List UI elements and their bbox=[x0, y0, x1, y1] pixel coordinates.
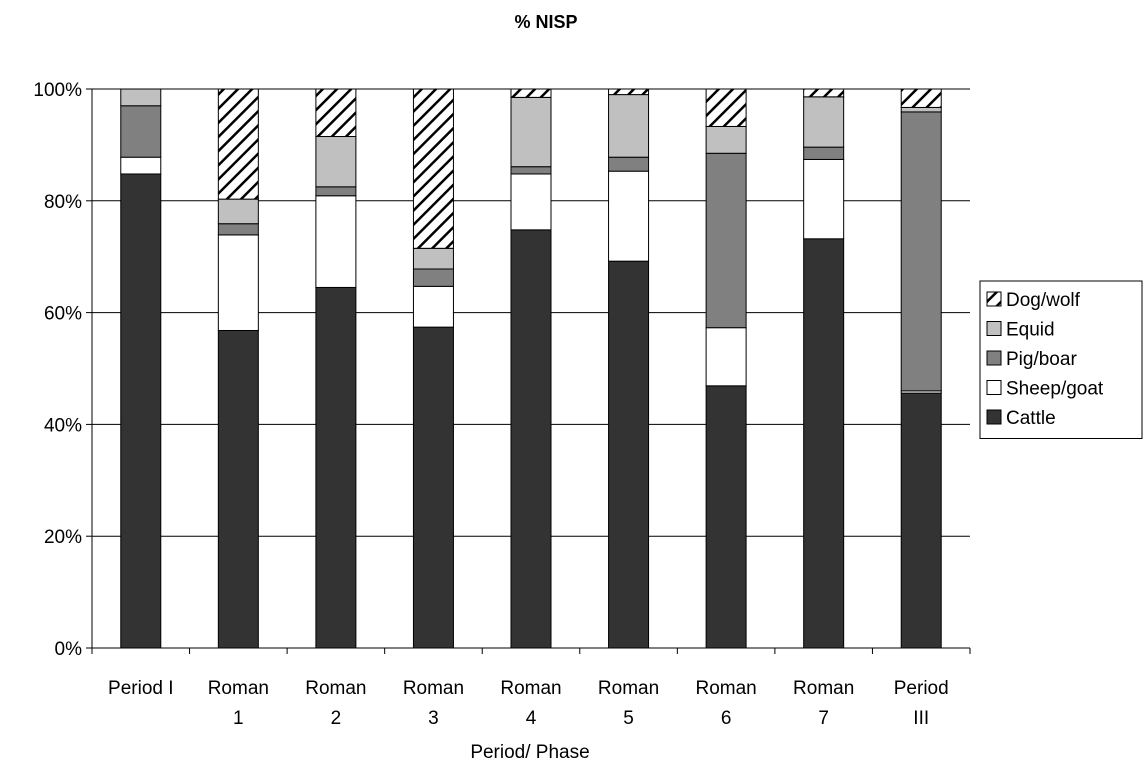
x-tick-label: 5 bbox=[623, 708, 634, 729]
bar-segment-cattle bbox=[510, 229, 552, 649]
bar-segment-cattle bbox=[900, 392, 942, 649]
bar-segment-dog-wolf bbox=[803, 88, 845, 98]
bar-segment-sheep-goat bbox=[315, 195, 357, 288]
axes bbox=[86, 88, 971, 654]
bar-segment-pig-boar bbox=[705, 152, 747, 329]
bar-segment-equid bbox=[120, 88, 162, 107]
bar-segment-dog-wolf bbox=[608, 88, 650, 96]
legend-box bbox=[979, 280, 1143, 439]
x-tick-label: Roman bbox=[598, 678, 659, 699]
legend-label: Dog/wolf bbox=[1006, 290, 1081, 311]
bar-segment-equid bbox=[315, 136, 357, 188]
bar-segment-equid bbox=[217, 198, 259, 225]
x-tick-label: 6 bbox=[721, 708, 732, 729]
legend-label: Sheep/goat bbox=[1006, 379, 1104, 400]
x-tick-label: Roman bbox=[695, 678, 756, 699]
bar-segment-dog-wolf bbox=[510, 88, 552, 98]
y-tick-label: 40% bbox=[44, 415, 82, 436]
y-tick-label: 80% bbox=[44, 192, 82, 213]
x-tick-label: 1 bbox=[233, 708, 244, 729]
bar-segment-cattle bbox=[803, 238, 845, 649]
bar-segment-sheep-goat bbox=[608, 170, 650, 262]
bar-segment-cattle bbox=[608, 260, 650, 649]
bar-segment-dog-wolf bbox=[315, 88, 357, 138]
x-tick-label: Roman bbox=[305, 678, 366, 699]
y-tick-labels: 0% 20% 40% 60% 80% 100% bbox=[33, 80, 82, 660]
bar-segment-dog-wolf bbox=[412, 88, 454, 249]
x-tick-label: III bbox=[913, 708, 929, 729]
legend-swatch bbox=[986, 291, 1002, 307]
bar-segment-cattle bbox=[315, 286, 357, 649]
bar-segment-equid bbox=[608, 94, 650, 158]
x-tick-label: 7 bbox=[818, 708, 829, 729]
x-tick-label: Roman bbox=[500, 678, 561, 699]
legend: Dog/wolf Equid Pig/boar Sheep/goat Cattle bbox=[979, 280, 1143, 439]
bar-segment-dog-wolf bbox=[705, 88, 747, 127]
y-tick-label: 60% bbox=[44, 304, 82, 325]
legend-swatch bbox=[986, 409, 1002, 425]
bar-segment-sheep-goat bbox=[217, 234, 259, 331]
y-tick-label: 20% bbox=[44, 527, 82, 548]
bar-segment-equid bbox=[705, 125, 747, 154]
bar-segment-pig-boar bbox=[315, 186, 357, 197]
bar-segment-sheep-goat bbox=[705, 327, 747, 387]
legend-swatch bbox=[986, 380, 1002, 395]
legend-swatch bbox=[986, 350, 1002, 366]
y-tick-label: 100% bbox=[33, 80, 82, 101]
x-tick-label: 2 bbox=[331, 708, 342, 729]
x-axis-title: Period/ Phase bbox=[470, 742, 589, 763]
bar-segment-pig-boar bbox=[608, 156, 650, 172]
legend-label: Pig/boar bbox=[1006, 349, 1077, 370]
x-tick-label: Roman bbox=[403, 678, 464, 699]
x-tick-labels: Period I Roman 1 Roman 2 Roman 3 Roman 4 Roman 5 Ro… bbox=[108, 678, 949, 729]
legend-label: Equid bbox=[1006, 320, 1055, 341]
bar-segment-sheep-goat bbox=[510, 173, 552, 231]
bar-segment-cattle bbox=[120, 173, 162, 649]
bar-segment-cattle bbox=[217, 329, 259, 649]
legend-label: Cattle bbox=[1006, 408, 1056, 429]
legend-swatch bbox=[986, 321, 1002, 336]
bar-segment-sheep-goat bbox=[412, 285, 454, 328]
bar-segment-equid bbox=[803, 96, 845, 148]
bar-segment-pig-boar bbox=[510, 166, 552, 175]
x-tick-label: Period bbox=[894, 678, 949, 699]
bar-segment-dog-wolf bbox=[217, 88, 259, 200]
bar-segment-pig-boar bbox=[803, 146, 845, 160]
bars bbox=[120, 88, 942, 649]
bar-segment-sheep-goat bbox=[120, 156, 162, 175]
bar-segment-pig-boar bbox=[900, 111, 942, 392]
chart-title: % NISP bbox=[514, 12, 577, 32]
bar-segment-pig-boar bbox=[217, 223, 259, 236]
x-tick-label: Roman bbox=[793, 678, 854, 699]
x-tick-label: Period I bbox=[108, 678, 173, 699]
bar-segment-pig-boar bbox=[412, 268, 454, 287]
bar-segment-sheep-goat bbox=[803, 158, 845, 240]
x-tick-label: Roman bbox=[208, 678, 269, 699]
bar-segment-cattle bbox=[412, 326, 454, 649]
y-tick-label: 0% bbox=[55, 639, 83, 660]
bar-segment-equid bbox=[900, 106, 942, 113]
bar-segment-pig-boar bbox=[120, 105, 162, 158]
bar-segment-equid bbox=[412, 247, 454, 270]
x-tick-label: 3 bbox=[428, 708, 439, 729]
x-tick-label: 4 bbox=[526, 708, 537, 729]
bar-segment-equid bbox=[510, 96, 552, 168]
bar-segment-dog-wolf bbox=[900, 88, 942, 108]
bar-segment-cattle bbox=[705, 385, 747, 649]
